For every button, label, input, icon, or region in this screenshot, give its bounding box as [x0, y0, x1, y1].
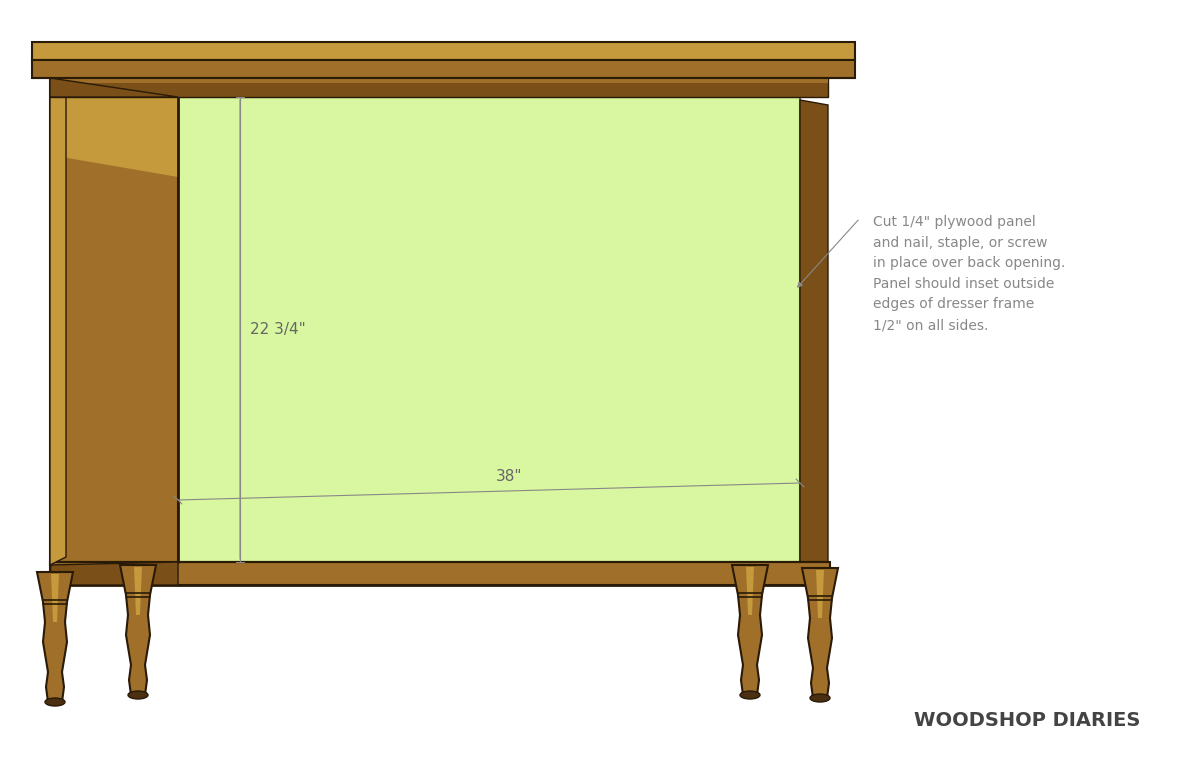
- Polygon shape: [120, 565, 156, 695]
- Polygon shape: [134, 567, 142, 615]
- Text: Cut 1/4" plywood panel
and nail, staple, or screw
in place over back opening.
Pa: Cut 1/4" plywood panel and nail, staple,…: [874, 215, 1066, 332]
- Text: 22 3/4": 22 3/4": [250, 322, 306, 337]
- Polygon shape: [802, 568, 838, 698]
- Polygon shape: [50, 78, 178, 97]
- Polygon shape: [50, 78, 828, 83]
- Polygon shape: [50, 562, 178, 585]
- Ellipse shape: [810, 694, 830, 702]
- Polygon shape: [50, 75, 66, 565]
- Polygon shape: [746, 567, 754, 615]
- Polygon shape: [732, 565, 768, 695]
- Polygon shape: [800, 100, 828, 570]
- Polygon shape: [50, 75, 178, 565]
- Polygon shape: [50, 574, 59, 622]
- Ellipse shape: [46, 698, 65, 706]
- Polygon shape: [50, 562, 830, 585]
- Text: 38": 38": [496, 468, 522, 484]
- Polygon shape: [50, 75, 178, 177]
- Polygon shape: [816, 570, 824, 618]
- Polygon shape: [32, 60, 854, 78]
- Polygon shape: [37, 572, 73, 702]
- Polygon shape: [50, 78, 828, 97]
- Ellipse shape: [128, 691, 148, 699]
- Polygon shape: [32, 42, 854, 60]
- Ellipse shape: [740, 691, 760, 699]
- Polygon shape: [178, 97, 800, 562]
- Text: WOODSHOP DIARIES: WOODSHOP DIARIES: [913, 710, 1140, 729]
